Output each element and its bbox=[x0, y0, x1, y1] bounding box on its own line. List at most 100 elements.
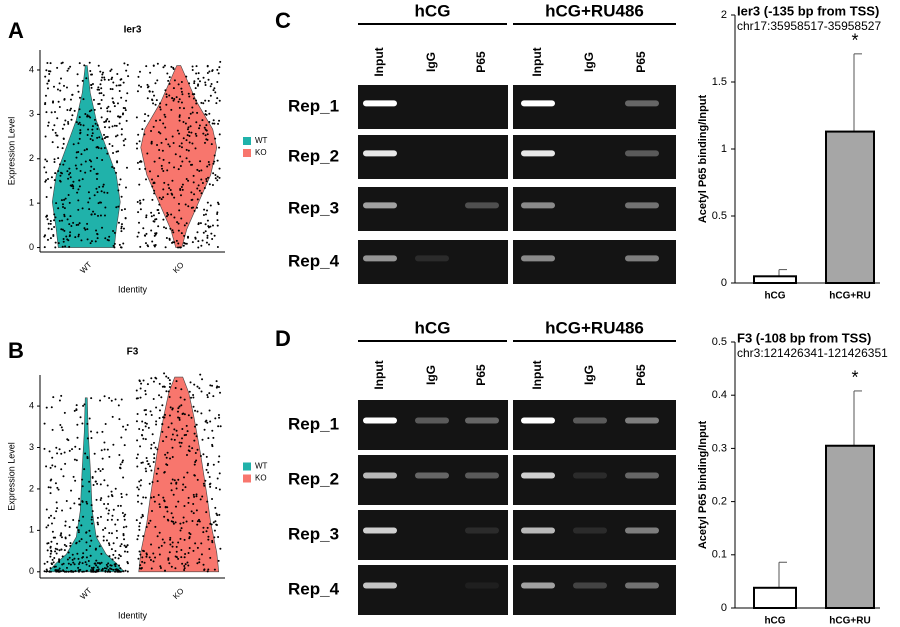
jitter-point bbox=[100, 147, 103, 150]
jitter-point bbox=[173, 196, 176, 199]
gel-band bbox=[363, 150, 397, 157]
jitter-point bbox=[182, 120, 185, 123]
jitter-point bbox=[184, 552, 187, 555]
jitter-point bbox=[139, 208, 142, 211]
jitter-point bbox=[106, 484, 109, 487]
gel-band bbox=[625, 255, 659, 262]
jitter-point bbox=[75, 156, 78, 159]
jitter-point bbox=[105, 539, 108, 542]
jitter-point bbox=[68, 167, 71, 170]
jitter-point bbox=[107, 495, 110, 498]
jitter-point bbox=[109, 70, 112, 73]
jitter-point bbox=[72, 221, 75, 224]
jitter-point bbox=[96, 156, 99, 159]
jitter-point bbox=[111, 166, 114, 169]
jitter-point bbox=[175, 481, 178, 484]
jitter-point bbox=[99, 70, 102, 73]
jitter-point bbox=[207, 78, 210, 81]
jitter-point bbox=[170, 422, 173, 425]
jitter-point bbox=[191, 65, 194, 68]
jitter-point bbox=[82, 98, 85, 101]
jitter-point bbox=[216, 514, 219, 517]
jitter-point bbox=[156, 448, 159, 451]
jitter-point bbox=[163, 416, 166, 419]
jitter-point bbox=[170, 65, 173, 68]
jitter-point bbox=[119, 545, 122, 548]
jitter-point bbox=[206, 209, 209, 212]
jitter-point bbox=[72, 143, 75, 146]
gel-band bbox=[625, 472, 659, 479]
jitter-point bbox=[125, 99, 128, 102]
group-label: hCG bbox=[415, 318, 451, 337]
jitter-point bbox=[203, 187, 206, 190]
jitter-point bbox=[161, 430, 164, 433]
jitter-point bbox=[216, 179, 219, 182]
jitter-point bbox=[156, 62, 159, 65]
jitter-point bbox=[82, 404, 85, 407]
jitter-point bbox=[217, 72, 220, 75]
jitter-point bbox=[107, 512, 110, 515]
jitter-point bbox=[159, 132, 162, 135]
jitter-point bbox=[150, 130, 153, 133]
jitter-point bbox=[174, 505, 177, 508]
jitter-point bbox=[59, 180, 62, 183]
jitter-point bbox=[212, 162, 215, 165]
jitter-point bbox=[82, 515, 85, 518]
jitter-point bbox=[51, 456, 54, 459]
jitter-point bbox=[72, 187, 75, 190]
jitter-point bbox=[77, 223, 80, 226]
jitter-point bbox=[170, 482, 173, 485]
jitter-point bbox=[218, 176, 221, 179]
jitter-point bbox=[160, 198, 163, 201]
jitter-point bbox=[125, 69, 128, 72]
jitter-point bbox=[54, 131, 57, 134]
jitter-point bbox=[78, 563, 81, 566]
y-tick-label: 3 bbox=[29, 109, 34, 119]
jitter-point bbox=[172, 141, 175, 144]
jitter-point bbox=[219, 425, 222, 428]
jitter-point bbox=[163, 113, 166, 116]
jitter-point bbox=[137, 84, 140, 87]
jitter-point bbox=[196, 546, 199, 549]
jitter-point bbox=[52, 100, 55, 103]
jitter-point bbox=[69, 109, 72, 112]
jitter-point bbox=[173, 479, 176, 482]
jitter-point bbox=[83, 227, 86, 230]
jitter-point bbox=[77, 208, 80, 211]
jitter-point bbox=[182, 483, 185, 486]
jitter-point bbox=[218, 146, 221, 149]
jitter-point bbox=[50, 550, 53, 553]
jitter-point bbox=[101, 468, 104, 471]
jitter-point bbox=[152, 461, 155, 464]
y-tick-label: 0 bbox=[29, 242, 34, 252]
jitter-point bbox=[182, 521, 185, 524]
jitter-point bbox=[156, 535, 159, 538]
legend-swatch bbox=[243, 149, 251, 157]
jitter-point bbox=[198, 124, 201, 127]
jitter-point bbox=[97, 86, 100, 89]
jitter-point bbox=[95, 172, 98, 175]
jitter-point bbox=[218, 513, 221, 516]
jitter-point bbox=[71, 558, 74, 561]
jitter-point bbox=[153, 453, 156, 456]
jitter-point bbox=[191, 69, 194, 72]
gel-band bbox=[521, 255, 555, 262]
jitter-point bbox=[63, 84, 66, 87]
gel-image bbox=[358, 455, 508, 505]
jitter-point bbox=[187, 501, 190, 504]
jitter-point bbox=[135, 457, 138, 460]
jitter-point bbox=[123, 538, 126, 541]
jitter-point bbox=[135, 142, 138, 145]
jitter-point bbox=[200, 553, 203, 556]
jitter-point bbox=[145, 178, 148, 181]
jitter-point bbox=[57, 100, 60, 103]
jitter-point bbox=[162, 218, 165, 221]
jitter-point bbox=[48, 450, 51, 453]
y-tick-label: 0 bbox=[29, 566, 34, 576]
jitter-point bbox=[148, 556, 151, 559]
jitter-point bbox=[107, 562, 110, 565]
jitter-point bbox=[186, 471, 189, 474]
jitter-point bbox=[46, 238, 49, 241]
jitter-point bbox=[44, 158, 47, 161]
jitter-point bbox=[207, 176, 210, 179]
